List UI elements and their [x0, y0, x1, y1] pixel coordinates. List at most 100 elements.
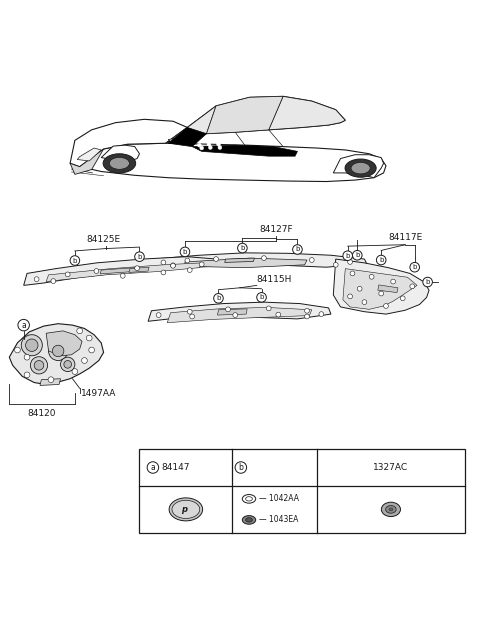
Circle shape	[226, 307, 230, 311]
Polygon shape	[168, 139, 180, 143]
Circle shape	[135, 252, 144, 261]
Text: 84115H: 84115H	[257, 275, 292, 284]
Polygon shape	[9, 323, 104, 384]
Circle shape	[350, 271, 355, 276]
Circle shape	[64, 361, 72, 368]
Circle shape	[333, 263, 338, 267]
Ellipse shape	[389, 508, 393, 511]
Text: b: b	[239, 463, 243, 472]
Polygon shape	[40, 379, 60, 385]
Polygon shape	[333, 154, 384, 178]
Circle shape	[208, 146, 212, 149]
Polygon shape	[166, 96, 345, 143]
Text: b: b	[355, 252, 360, 258]
Circle shape	[305, 308, 310, 313]
Circle shape	[362, 300, 367, 304]
Circle shape	[410, 284, 415, 289]
Circle shape	[147, 461, 158, 473]
Polygon shape	[168, 127, 206, 147]
Circle shape	[21, 335, 42, 356]
Circle shape	[48, 341, 68, 361]
Circle shape	[24, 354, 30, 360]
Circle shape	[293, 245, 302, 254]
Polygon shape	[46, 331, 82, 356]
Polygon shape	[70, 119, 187, 166]
Circle shape	[199, 262, 204, 266]
Polygon shape	[101, 145, 140, 161]
Bar	[140, 449, 465, 533]
Polygon shape	[129, 267, 149, 272]
Circle shape	[214, 256, 218, 261]
Circle shape	[343, 251, 352, 261]
Ellipse shape	[172, 500, 200, 518]
Circle shape	[348, 260, 352, 265]
Text: b: b	[412, 264, 417, 270]
Text: — 1042AA: — 1042AA	[259, 494, 299, 503]
Circle shape	[94, 268, 99, 273]
Circle shape	[352, 251, 362, 260]
Circle shape	[77, 328, 83, 334]
Ellipse shape	[385, 506, 396, 513]
Polygon shape	[378, 285, 398, 292]
Circle shape	[423, 277, 432, 287]
Circle shape	[170, 263, 175, 268]
Polygon shape	[70, 149, 104, 174]
Circle shape	[276, 312, 281, 317]
Polygon shape	[192, 145, 298, 156]
Text: b: b	[72, 258, 77, 263]
Circle shape	[233, 313, 238, 318]
Circle shape	[34, 361, 44, 370]
Circle shape	[170, 263, 175, 268]
Text: 1327AC: 1327AC	[373, 463, 408, 472]
Circle shape	[410, 263, 420, 272]
Ellipse shape	[351, 163, 370, 174]
Circle shape	[310, 258, 314, 263]
Circle shape	[161, 260, 166, 265]
Text: a: a	[151, 463, 155, 472]
Circle shape	[400, 296, 405, 301]
Circle shape	[89, 347, 95, 353]
Circle shape	[262, 256, 266, 261]
Circle shape	[156, 313, 161, 318]
Circle shape	[391, 279, 396, 284]
Circle shape	[357, 286, 362, 291]
Circle shape	[161, 270, 166, 275]
Polygon shape	[70, 143, 386, 182]
Circle shape	[180, 247, 190, 256]
Circle shape	[30, 357, 48, 374]
Circle shape	[52, 345, 64, 357]
Ellipse shape	[246, 497, 252, 501]
Circle shape	[24, 372, 30, 378]
Circle shape	[86, 335, 92, 341]
Text: 84125E: 84125E	[86, 235, 120, 244]
Circle shape	[384, 304, 388, 308]
Polygon shape	[206, 96, 283, 134]
Ellipse shape	[169, 498, 203, 521]
Polygon shape	[343, 268, 417, 310]
Circle shape	[70, 256, 80, 265]
Polygon shape	[217, 309, 247, 315]
Text: 84117E: 84117E	[388, 234, 422, 242]
Ellipse shape	[242, 516, 256, 524]
Ellipse shape	[246, 518, 252, 522]
Circle shape	[14, 347, 20, 353]
Circle shape	[235, 461, 247, 473]
Circle shape	[82, 358, 87, 363]
Text: b: b	[295, 246, 300, 253]
Text: b: b	[216, 296, 221, 301]
Circle shape	[348, 294, 352, 299]
Circle shape	[305, 314, 310, 319]
Circle shape	[60, 357, 75, 372]
Text: b: b	[259, 294, 264, 300]
Circle shape	[197, 143, 201, 147]
Text: — 1043EA: — 1043EA	[259, 515, 298, 524]
Circle shape	[214, 294, 223, 303]
Text: p: p	[181, 505, 187, 514]
Circle shape	[216, 142, 220, 146]
Polygon shape	[148, 302, 331, 322]
Text: 84127F: 84127F	[259, 225, 293, 234]
Text: b: b	[379, 257, 384, 263]
Polygon shape	[333, 259, 429, 314]
Polygon shape	[100, 268, 135, 274]
Polygon shape	[24, 256, 216, 285]
